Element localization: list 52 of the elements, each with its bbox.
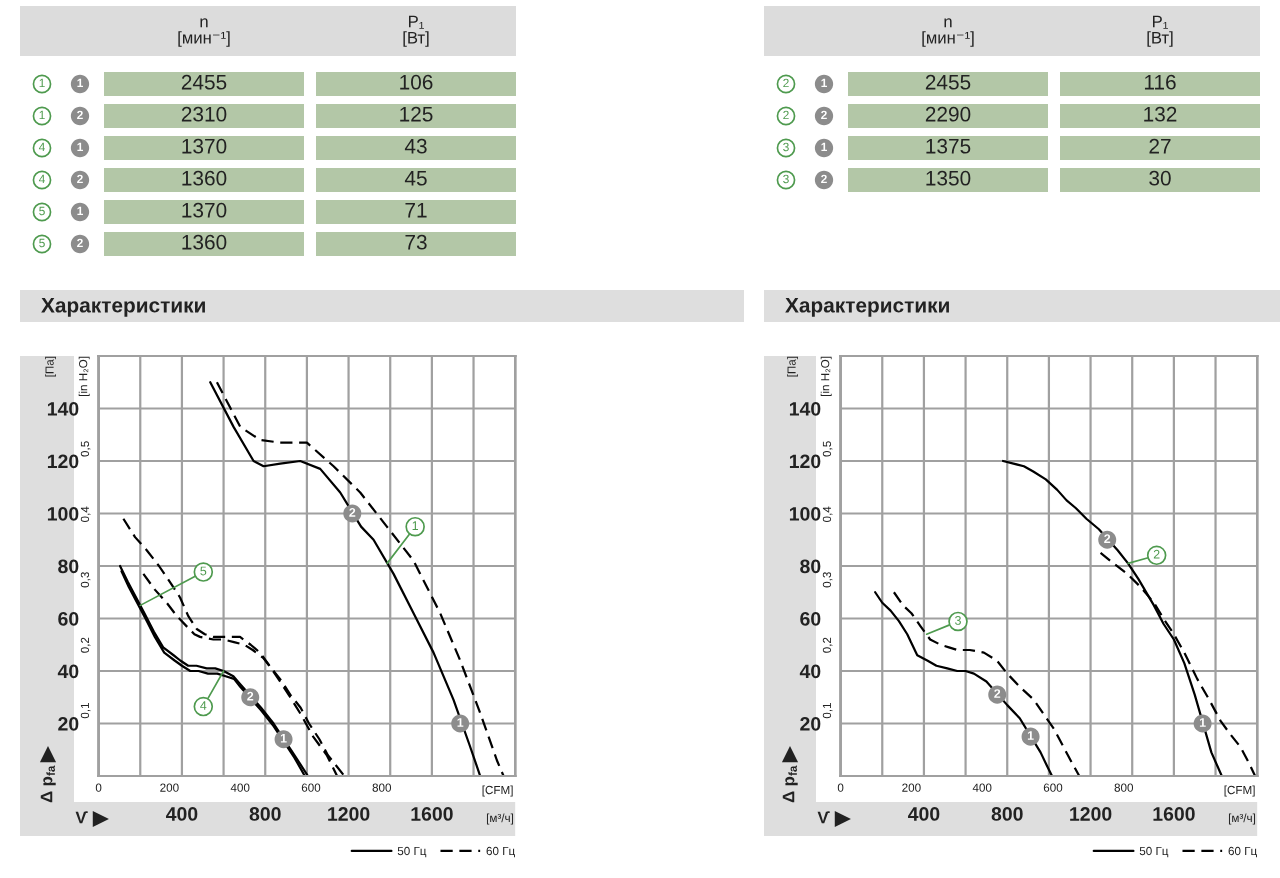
y-tick-label: 80 [800, 559, 821, 574]
text: 2455 [181, 74, 227, 90]
text: 30 [1149, 170, 1171, 186]
text: Δ p$_{fa}$ [782, 765, 798, 803]
chart-title: Характеристики [41, 298, 205, 317]
text: 43 [404, 138, 427, 154]
text: 1375 [926, 138, 971, 154]
x-tick-label: 400 [166, 807, 198, 821]
y-tick-label: 100 [789, 506, 821, 521]
text: 2455 [925, 74, 971, 90]
y-tick-label: 120 [789, 454, 821, 469]
text: V̇ [817, 811, 830, 824]
text: 132 [1144, 106, 1177, 122]
text: 125 [400, 106, 433, 122]
y-tick-label: 20 [58, 716, 79, 731]
category-label: n [мин⁻¹] [178, 18, 230, 47]
chart-title: Характеристики [785, 298, 949, 317]
x-tick-label: 1200 [1070, 807, 1112, 821]
x-tick-label: 1600 [411, 807, 453, 821]
y-tick-label: 140 [789, 401, 821, 416]
x-tick-label: 1600 [1153, 807, 1195, 821]
text: 116 [1144, 74, 1176, 90]
text: 1360 [182, 170, 227, 186]
y-tick-label: 40 [57, 664, 79, 679]
text: 73 [405, 234, 427, 250]
y-tick-label: 120 [47, 454, 79, 469]
y-tick-label: 80 [58, 559, 79, 574]
text: Δ p$_{fa}$ [40, 765, 56, 803]
text: 2290 [925, 106, 971, 122]
category-label: n [мин⁻¹] [922, 18, 974, 47]
y-tick-label: 100 [47, 506, 79, 521]
text: 2310 [181, 106, 227, 122]
y-tick-label: 60 [58, 611, 79, 626]
x-tick-label: 800 [991, 807, 1023, 821]
text: 1370 [182, 138, 227, 154]
text: 1350 [926, 170, 971, 186]
y-tick-label: 20 [800, 716, 821, 731]
text: 27 [1149, 138, 1171, 154]
text: 1370 [182, 202, 227, 218]
y-tick-label: 60 [800, 611, 821, 626]
text: 106 [400, 74, 433, 90]
category-label: P₁ [Вт] [1147, 15, 1173, 47]
x-tick-label: 1200 [328, 807, 370, 821]
text: 1360 [182, 234, 227, 250]
x-tick-label: 400 [908, 807, 940, 821]
text: V̇ [75, 811, 88, 824]
x-tick-label: 800 [249, 807, 281, 821]
text: 71 [405, 203, 427, 218]
text: 45 [404, 171, 427, 186]
y-tick-label: 40 [799, 664, 821, 679]
y-tick-label: 140 [47, 401, 79, 416]
category-label: P₁ [Вт] [403, 15, 429, 47]
